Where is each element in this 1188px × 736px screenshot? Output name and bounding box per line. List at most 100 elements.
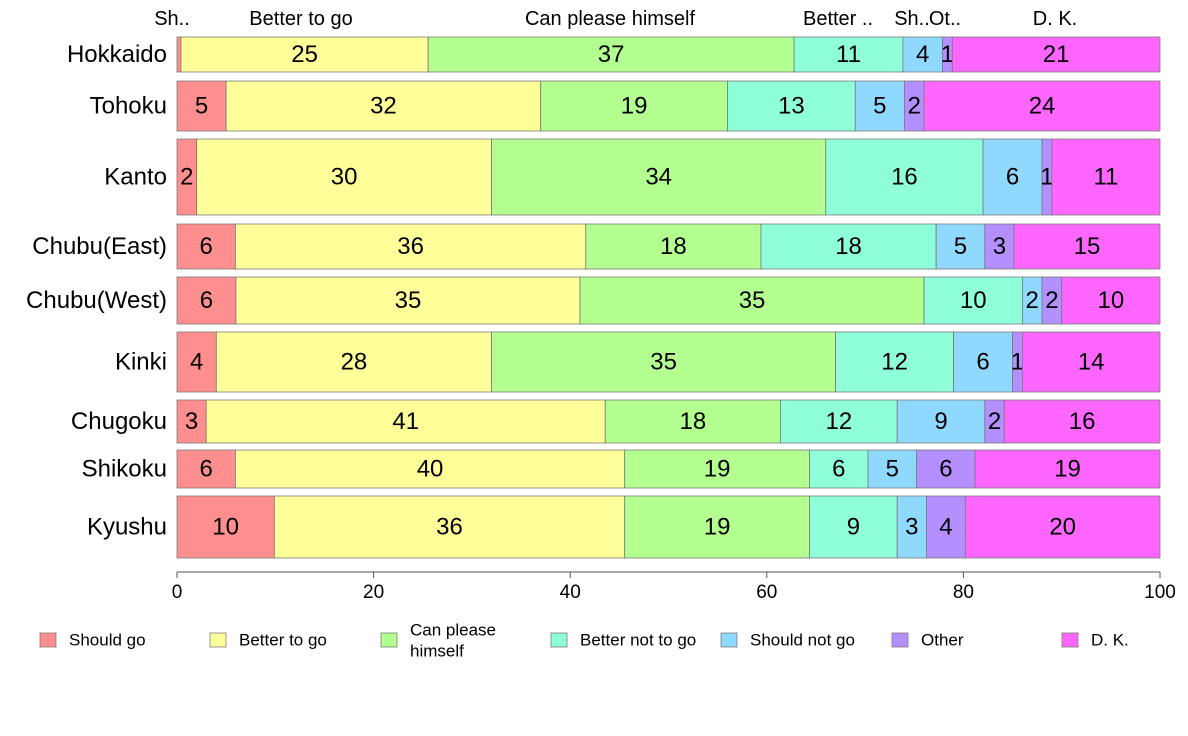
row-kyushu: Kyushu 10 36 19 9 3 4 20 [87,495,1161,559]
data-label: 5 [873,93,886,120]
bar-segment-better-not-to-go [727,80,856,132]
data-label: 35 [739,287,766,314]
data-label: 4 [916,41,929,68]
data-label: 4 [939,514,952,541]
row-label: Kyushu [87,514,167,541]
column-label: Sh.. [154,8,190,30]
bar-segment-d-k [951,36,1161,73]
row-chubu-west: Chubu(West) 6 35 35 10 2 2 10 [26,276,1161,325]
bar-segment-should-go [176,223,236,270]
column-label: Better to go [249,8,352,30]
data-label: 25 [291,41,318,68]
bar-segment-better-not-to-go [760,223,937,270]
data-label: 1 [1011,349,1024,376]
data-label: 16 [1069,408,1096,435]
bar-segment-better-not-to-go [923,276,1023,325]
data-label: 19 [621,93,648,120]
x-tick-label: 20 [363,582,384,603]
bar-segment-can-please-himself [604,399,781,444]
legend-swatch [550,632,568,648]
bar-segment-should-not-go [896,495,927,559]
bar-segment-d-k [1051,138,1161,216]
data-label: 3 [993,233,1006,260]
data-label: 1 [941,41,954,68]
data-label: 34 [645,164,672,191]
x-tick-label: 80 [953,582,974,603]
x-tick-label: 40 [560,582,581,603]
data-label: 37 [598,41,625,68]
bar-segment-should-go [176,80,227,132]
bar-segment-better-not-to-go [825,138,984,216]
bar-segment-should-not-go [982,138,1043,216]
data-label: 20 [1049,514,1076,541]
bar-segment-should-go [176,36,182,73]
bar-segment-should-not-go [953,331,1013,393]
row-tohoku: Tohoku 5 32 19 13 5 2 24 [90,80,1161,132]
column-header-labels: Sh.. Better to go Can please himself Better… [154,8,1077,30]
data-label: 6 [1006,164,1019,191]
data-label: 2 [180,164,193,191]
row-chugoku: Chugoku 3 41 18 12 9 2 16 [71,399,1161,444]
bar-segment-d-k [1003,399,1161,444]
data-label: 14 [1078,349,1105,376]
row-label: Chubu(West) [26,287,167,314]
column-label: Can please himself [525,8,696,30]
row-kanto: Kanto 2 30 34 16 6 1 11 [104,138,1161,216]
legend-swatch [380,632,398,648]
legend-item-should-go: Should go [39,631,146,650]
column-label: Better .. [803,8,873,30]
data-label: 6 [832,456,845,483]
legend-item-can-please-himself: Can please himself [380,621,496,661]
bar-segment-can-please-himself [579,276,925,325]
legend-swatch [39,632,57,648]
data-label: 19 [704,514,731,541]
bar-segment-can-please-himself [491,138,827,216]
data-label: 5 [195,93,208,120]
data-label: 3 [185,408,198,435]
data-label: 15 [1074,233,1101,260]
data-label: 2 [1045,287,1058,314]
row-label: Shikoku [82,456,167,483]
data-label: 11 [1093,164,1118,191]
legend-label: Other [921,631,964,650]
data-label: 2 [988,408,1001,435]
data-label: 40 [417,456,444,483]
legend-label: himself [410,642,464,661]
data-label: 9 [934,408,947,435]
data-label: 3 [905,514,918,541]
bar-segment-can-please-himself [624,449,811,489]
x-tick-label: 60 [756,582,777,603]
data-label: 36 [397,233,424,260]
bar-segment-better-to-go [205,399,606,444]
bar-segment-better-not-to-go [835,331,954,393]
x-tick-label: 100 [1144,582,1176,603]
legend-label: Can please [410,621,496,640]
legend-item-better-not-to-go: Better not to go [550,631,696,650]
row-chubu-east: Chubu(East) 6 36 18 18 5 3 15 [32,223,1161,270]
data-label: 24 [1029,93,1056,120]
data-label: 21 [1043,41,1070,68]
bar-segment-better-to-go [234,449,626,489]
column-label: Ot.. [929,8,961,30]
data-label: 4 [190,349,203,376]
bar-segment-d-k [964,495,1161,559]
data-label: 12 [881,349,908,376]
bar-segment-should-not-go [867,449,918,489]
row-label: Kanto [104,164,167,191]
data-label: 10 [960,287,987,314]
row-hokkaido: Hokkaido 25 37 11 4 1 21 [67,36,1161,73]
bar-segment-d-k [1013,223,1161,270]
data-label: 35 [650,349,677,376]
bar-segment-better-to-go [225,80,542,132]
bar-segment-can-please-himself [491,331,837,393]
bar-segment-can-please-himself [624,495,811,559]
bar-segment-better-to-go [273,495,626,559]
data-label: 5 [954,233,967,260]
x-tick-label: 0 [172,582,183,603]
data-label: 18 [660,233,687,260]
column-label: Sh.. [894,8,930,30]
legend-item-better-to-go: Better to go [209,631,327,650]
legend-label: Should go [69,631,146,650]
